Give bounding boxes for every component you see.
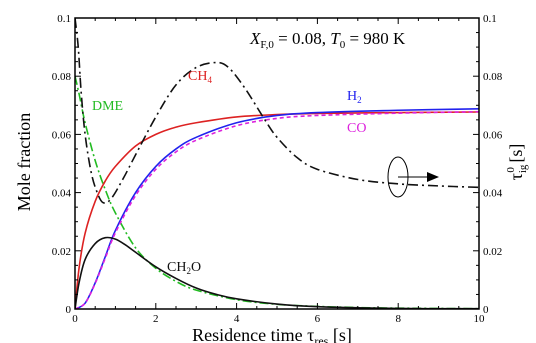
y-left-tick-label: 0.08 (52, 71, 72, 83)
x-axis-label-main: Residence time τ (192, 325, 314, 343)
y-axis-label-left: Mole fraction (14, 113, 34, 211)
plot-lines (75, 18, 479, 309)
series-label-ch2o: CH2O (167, 260, 201, 276)
series-label-dme: DME (92, 99, 123, 114)
series-line-h2 (75, 107, 479, 309)
right-axis-indicator-arrowhead (427, 172, 439, 182)
plot-frame (74, 17, 480, 310)
x-axis-label-sub: res (314, 334, 328, 343)
series-label-h2: H2 (347, 89, 362, 105)
annotation-end: = 980 K (345, 29, 406, 48)
annotation-x-subscript: F,0 (260, 39, 274, 51)
x-tick-label: 10 (474, 313, 486, 325)
series-label-ch4-main: CH (188, 69, 207, 84)
series-label-ch2o-sub: 2 (186, 266, 191, 276)
series-line-tau-ig0 (75, 18, 479, 204)
x-tick-label: 8 (395, 313, 401, 325)
x-tick-label: 0 (72, 313, 78, 325)
y-right-tick-label: 0.1 (483, 13, 497, 25)
series-label-ch4: CH4 (188, 69, 212, 85)
series-label-co: CO (347, 121, 366, 136)
y-left-tick-label: 0.1 (57, 13, 71, 25)
y-axis-label-right-sym: τ (506, 173, 526, 180)
condition-annotation: XF,0 = 0.08, T0 = 980 K (249, 29, 406, 51)
series-label-h2-sub: 2 (357, 95, 362, 105)
annotation-x-symbol: X (249, 29, 261, 48)
y-right-tick-label: 0.02 (483, 246, 502, 258)
annotation-t-symbol: T (330, 29, 341, 48)
series-line-ch4 (75, 111, 479, 309)
annotation-mid: = 0.08, (274, 29, 330, 48)
series-label-ch2o-tail: O (191, 260, 201, 275)
y-right-tick-label: 0 (483, 304, 489, 316)
y-axis-label-right: τig0 [s] (505, 144, 529, 181)
ticks: 0 2 4 6 8 1000.020.040.060.080.100.020.040.06… (52, 13, 503, 325)
annotation-t-subscript: 0 (340, 39, 346, 51)
y-right-tick-label: 0.08 (483, 71, 503, 83)
y-axis-label-right-sub: ig (517, 164, 529, 173)
x-tick-label: 6 (315, 313, 321, 325)
y-right-tick-label: 0.06 (483, 129, 503, 141)
y-left-tick-label: 0.04 (52, 188, 72, 200)
y-left-tick-label: 0.06 (52, 129, 72, 141)
series-label-ch4-sub: 4 (207, 75, 212, 85)
y-axis-label-right-unit: [s] (506, 144, 526, 168)
series-label-h2-main: H (347, 89, 357, 104)
y-axis-label-right-sup: 0 (505, 167, 517, 173)
x-tick-label: 2 (153, 313, 159, 325)
y-left-tick-label: 0 (66, 304, 72, 316)
x-axis-label: Residence time τres [s] (192, 325, 352, 343)
y-right-tick-label: 0.04 (483, 188, 503, 200)
series-line-dme (75, 76, 479, 309)
x-axis-label-unit: [s] (328, 325, 352, 343)
y-left-tick-label: 0.02 (52, 246, 71, 258)
series-label-ch2o-main: CH (167, 260, 186, 275)
series-line-ch2o (75, 236, 479, 309)
x-tick-label: 4 (234, 313, 240, 325)
series-line-co (75, 110, 479, 309)
